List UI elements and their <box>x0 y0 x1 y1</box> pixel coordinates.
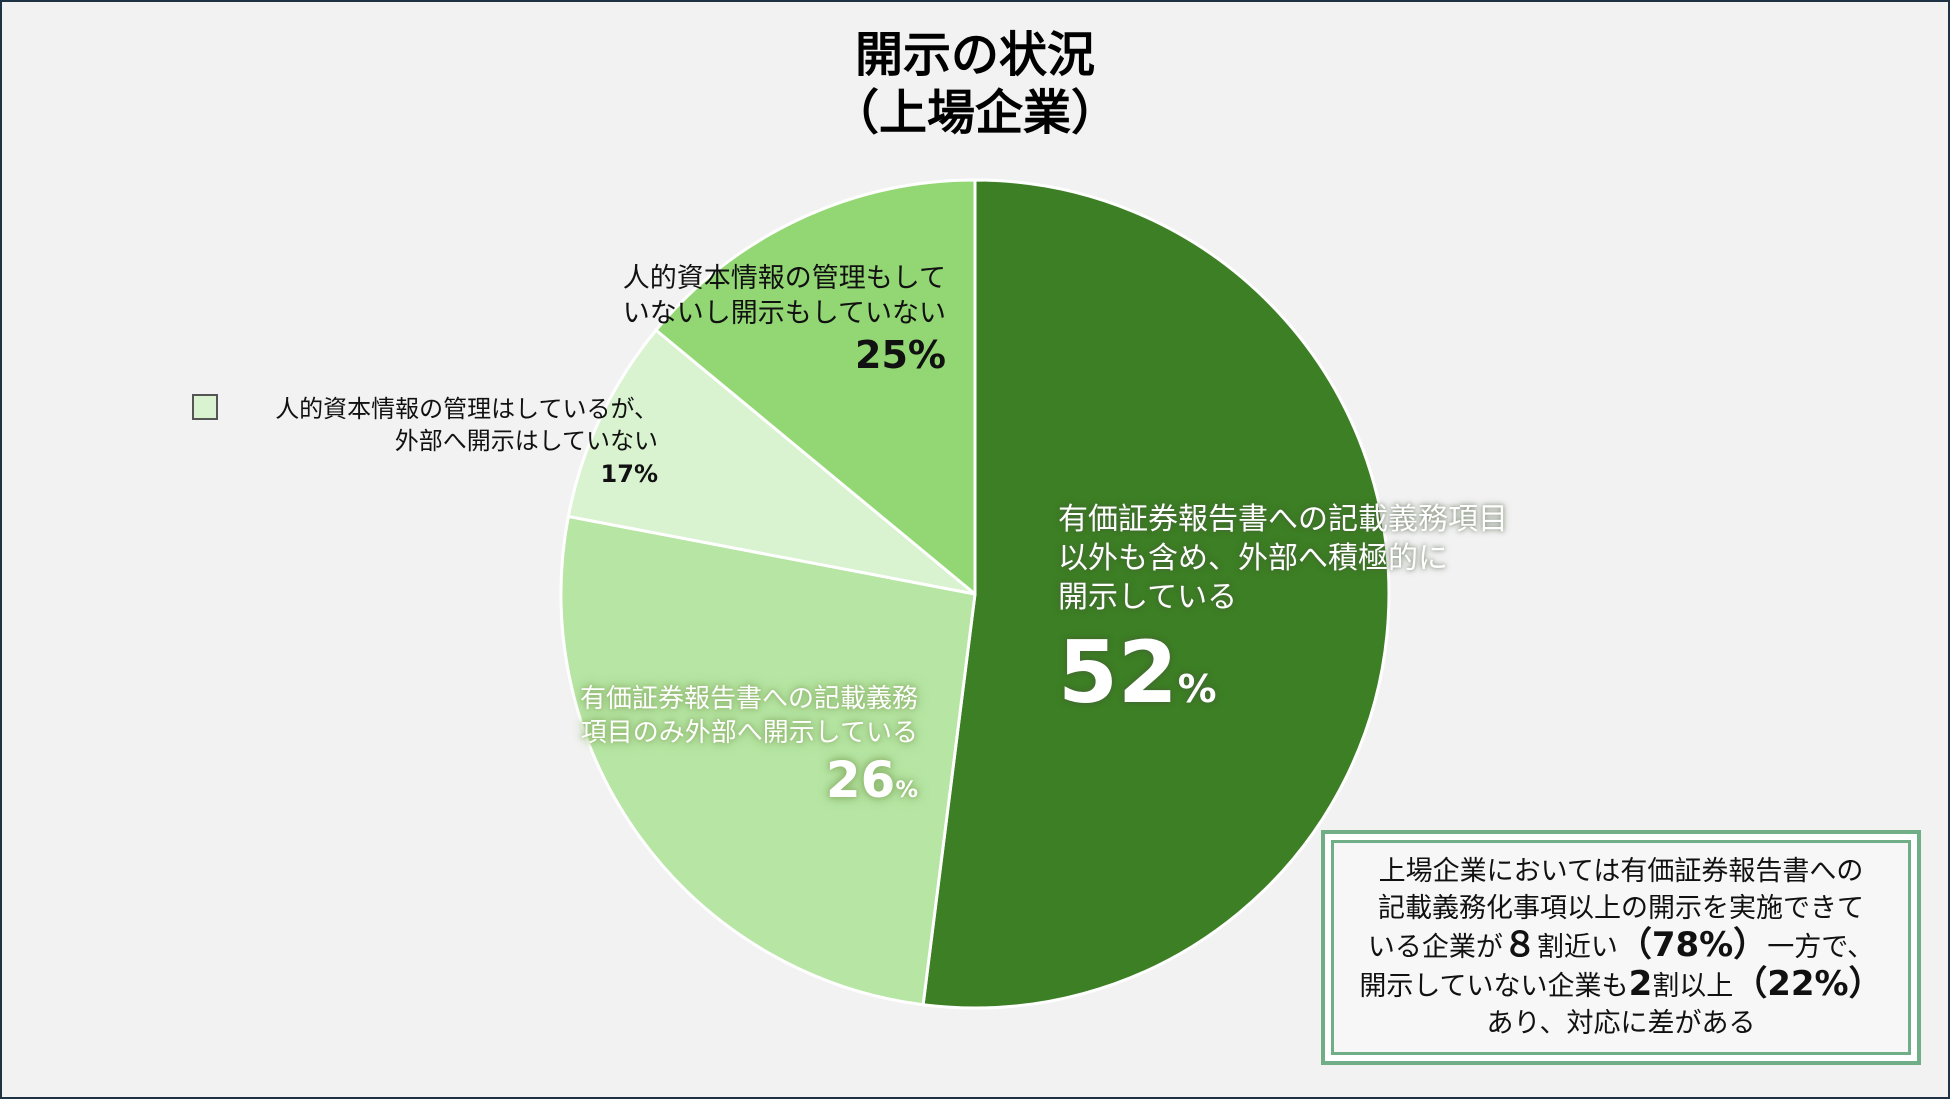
chart-title-line1: 開示の状況 <box>854 27 1095 83</box>
slice-label-line: 有価証券報告書への記載義務 <box>579 684 918 714</box>
slice-label-line: 項目のみ外部へ開示している <box>580 718 918 748</box>
callout-text: 一方で、 <box>1767 932 1875 963</box>
slice-value: 25% <box>855 333 946 377</box>
pie-slice-disclose-actively <box>921 178 1391 1010</box>
slice-label-line: 人的資本情報の管理はしているが、 <box>275 395 658 423</box>
slice-label-disclose-actively: 有価証券報告書への記載義務項目 以外も含め、外部へ積極的に 開示している 52% <box>1058 500 1508 738</box>
legend-swatch <box>192 394 218 420</box>
slice-value-label: 26% <box>580 750 918 820</box>
callout-line: 開示していない企業も2割以上（22%） <box>1359 966 1882 1005</box>
pie-slice-no-manage <box>654 178 977 596</box>
slice-label-line: 外部へ開示はしていない <box>394 427 658 455</box>
slice-value: 26 <box>825 751 896 809</box>
callout-text: 開示していない企業も <box>1359 971 1629 1002</box>
percent-sign: % <box>1177 667 1217 712</box>
slice-label-no-manage-no-disclose: 人的資本情報の管理もして いないし開示もしていない 25% <box>623 261 946 379</box>
slice-value-label: 52% <box>1058 625 1508 738</box>
chart-title-line2: （上場企業） <box>830 85 1119 141</box>
slice-label-disclose-mandatory-only: 有価証券報告書への記載義務 項目のみ外部へ開示している 26% <box>580 682 918 820</box>
percent-sign: % <box>895 777 918 803</box>
pie-slice-mandatory-only <box>559 514 977 1007</box>
callout-text: いる企業が <box>1367 932 1503 963</box>
chart-title: 開示の状況 （上場企業） <box>0 26 1950 142</box>
slice-label-line: 人的資本情報の管理もして <box>622 263 946 294</box>
summary-callout-body: 上場企業においては有価証券報告書への 記載義務化事項以上の開示を実施できて いる… <box>1331 840 1911 1055</box>
slice-label-manage-not-disclose: 人的資本情報の管理はしているが、 外部へ開示はしていない 17% <box>275 393 658 491</box>
callout-highlight: ８ <box>1502 925 1537 965</box>
callout-line: 記載義務化事項以上の開示を実施できて <box>1378 893 1864 924</box>
slice-label-line: 開示している <box>1058 580 1238 615</box>
slice-label-line: 以外も含め、外部へ積極的に <box>1058 541 1448 576</box>
callout-highlight: （78%） <box>1617 925 1768 965</box>
summary-callout: 上場企業においては有価証券報告書への 記載義務化事項以上の開示を実施できて いる… <box>1321 830 1921 1065</box>
callout-highlight: （22%） <box>1733 964 1883 1004</box>
slice-value: 52 <box>1058 623 1178 723</box>
callout-text: 割以上 <box>1652 971 1734 1002</box>
slice-label-line: いないし開示もしていない <box>622 298 946 329</box>
callout-line: いる企業が８割近い（78%）一方で、 <box>1368 927 1874 966</box>
callout-line: 上場企業においては有価証券報告書への <box>1378 856 1864 887</box>
slice-label-line: 有価証券報告書への記載義務項目 <box>1058 502 1508 537</box>
callout-line: あり、対応に差がある <box>1486 1008 1756 1039</box>
pie-slice-manage-not-disclose <box>566 328 977 596</box>
callout-text: 割近い <box>1536 932 1618 963</box>
slice-value: 17% <box>600 460 658 488</box>
callout-highlight: 2 <box>1628 964 1653 1004</box>
